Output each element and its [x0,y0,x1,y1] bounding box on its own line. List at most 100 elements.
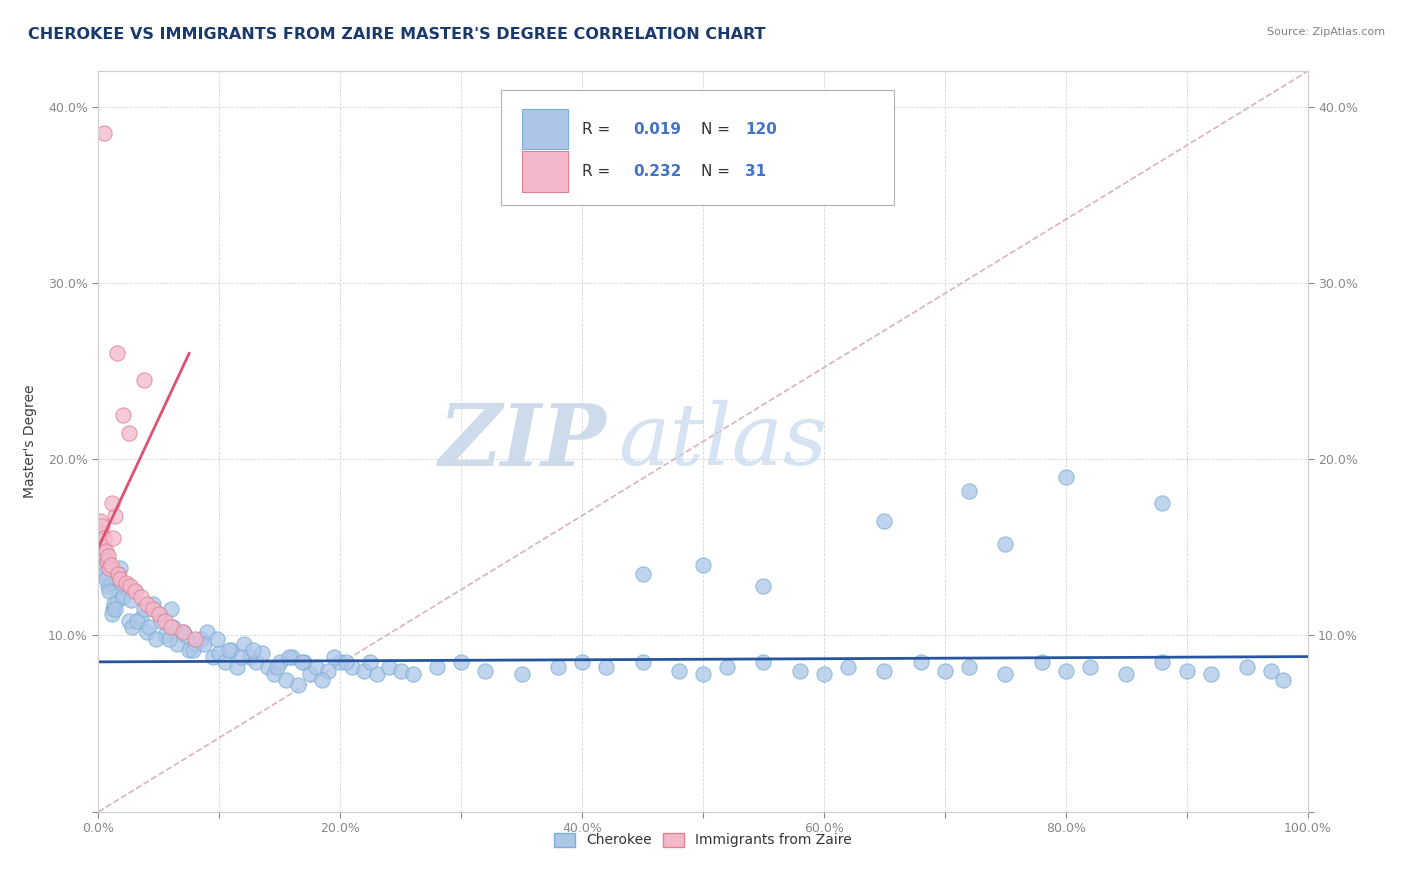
Point [232,637,254,651]
Point [1272,673,1295,687]
Point [91,558,114,572]
Point [994,537,1017,551]
Point [100,558,122,572]
Point [91,519,114,533]
Text: 120: 120 [745,121,778,136]
Point [1152,655,1174,669]
Point [160,620,183,634]
Point [631,655,654,669]
Point [114,579,136,593]
Point [104,602,127,616]
Point [166,637,188,651]
Point [91,541,114,555]
Text: ZIP: ZIP [439,400,606,483]
Point [910,655,932,669]
Point [281,649,304,664]
Point [148,607,170,622]
Point [160,602,183,616]
Point [873,664,896,678]
Text: 0.232: 0.232 [633,164,682,178]
Point [121,620,143,634]
Point [342,660,364,674]
Point [1199,667,1222,681]
Point [789,664,811,678]
Point [1115,667,1137,681]
Point [389,664,412,678]
Point [96,554,118,568]
Point [547,660,569,674]
FancyBboxPatch shape [501,90,894,204]
Text: Source: ZipAtlas.com: Source: ZipAtlas.com [1267,27,1385,37]
Point [250,646,273,660]
Point [118,425,141,440]
Point [129,590,152,604]
Point [1054,664,1077,678]
Point [1236,660,1258,674]
Point [366,667,388,681]
Point [179,642,201,657]
Point [195,624,218,639]
Point [145,632,167,646]
Point [752,579,775,593]
Point [96,554,118,568]
Text: R =: R = [582,121,616,136]
Point [239,649,262,664]
Point [278,649,301,664]
Point [205,632,228,646]
Point [138,620,160,634]
Point [193,637,215,651]
Point [104,508,127,523]
Point [108,561,131,575]
Point [1152,496,1174,510]
Point [184,632,207,646]
Point [266,660,288,674]
Point [94,572,117,586]
Point [90,541,112,555]
Point [89,514,111,528]
Point [157,632,180,646]
Point [290,655,312,669]
Point [934,664,956,678]
Point [353,664,375,678]
Point [311,673,333,687]
Point [172,624,194,639]
Point [873,514,896,528]
Point [595,660,617,674]
Point [837,660,859,674]
Point [124,584,146,599]
Point [226,660,249,674]
Point [127,615,149,629]
Point [305,660,328,674]
Point [752,655,775,669]
Point [97,579,120,593]
Point [142,602,165,616]
Point [115,575,138,590]
Point [269,655,291,669]
Point [134,602,156,616]
Point [402,667,425,681]
Point [93,126,115,140]
Point [107,566,129,581]
Point [229,649,252,664]
Point [135,597,157,611]
Y-axis label: Master's Degree: Master's Degree [22,384,37,499]
Point [107,566,129,581]
Point [994,667,1017,681]
Point [111,408,134,422]
Point [135,624,157,639]
Point [118,615,141,629]
Point [571,655,593,669]
Point [91,549,114,563]
Point [1260,664,1282,678]
Point [108,572,131,586]
Point [329,655,352,669]
Text: 0.019: 0.019 [633,121,681,136]
Point [474,664,496,678]
Point [214,655,236,669]
Point [218,642,240,657]
Point [426,660,449,674]
Text: N =: N = [700,164,730,178]
Point [323,649,346,664]
Point [124,584,146,599]
Point [150,615,173,629]
